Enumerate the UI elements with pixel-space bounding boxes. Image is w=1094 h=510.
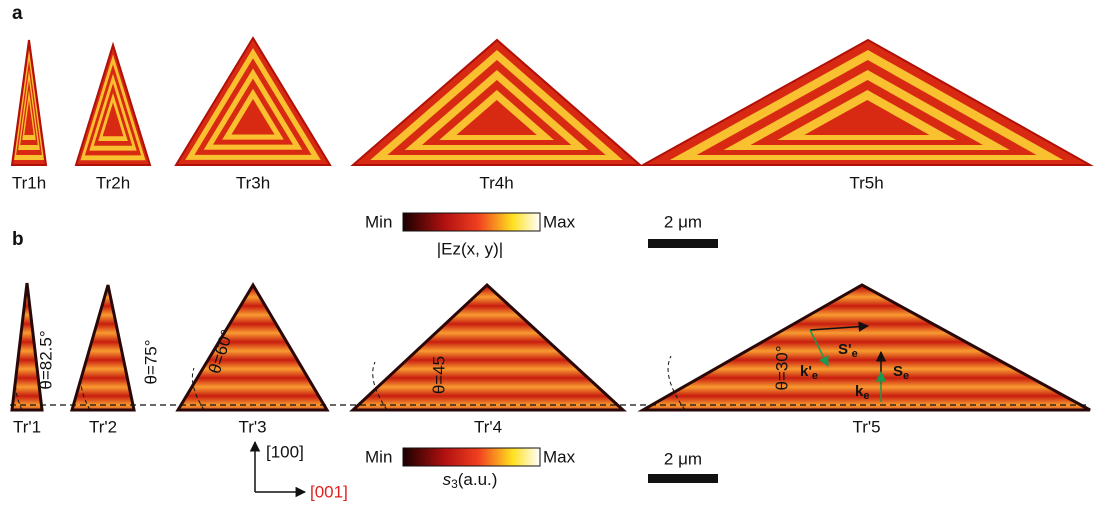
- scale-bar-label: 2 μm: [664, 449, 702, 468]
- colorbar-label: |Ez(x, y)|: [437, 239, 503, 258]
- label-part: S: [893, 363, 903, 380]
- triangle-label: Tr'1: [13, 417, 41, 436]
- triangle-label: Tr'4: [474, 417, 502, 436]
- triangle-label: Tr3h: [236, 173, 270, 192]
- label-part: e: [863, 390, 869, 402]
- colorbar-min: Min: [365, 447, 392, 466]
- panel-label: b: [12, 229, 24, 250]
- colorbar: [403, 448, 540, 466]
- label-part: e: [812, 370, 818, 382]
- colorbar-max: Max: [543, 447, 576, 466]
- label-part: e: [903, 370, 909, 382]
- label-part: e: [852, 348, 858, 360]
- triangle-label: Tr'3: [238, 417, 266, 436]
- sample-triangle: [72, 285, 134, 410]
- label-part: S': [838, 341, 852, 358]
- triangle-label: Tr2h: [96, 173, 130, 192]
- angle-label: θ=75°: [141, 339, 160, 384]
- triangle-label: Tr'5: [852, 417, 880, 436]
- angle-label: θ=30°: [772, 345, 791, 390]
- label-part: (a.u.): [458, 470, 498, 489]
- colorbar: [403, 213, 540, 231]
- label-part: k': [800, 363, 812, 380]
- colorbar-min: Min: [365, 212, 392, 231]
- angle-label: θ=45: [429, 356, 448, 394]
- panel-label: a: [12, 3, 23, 24]
- sample-triangle: [178, 285, 327, 410]
- sample-triangle: [353, 285, 623, 410]
- angle-label: θ=82.5°: [36, 330, 55, 389]
- colorbar-label: s3(a.u.): [443, 470, 498, 491]
- triangle-label: Tr5h: [849, 173, 883, 192]
- triangles: Tr1h Tr2h Tr3h Tr4h Tr5h Tr'1 θ=82.5° Tr'2 θ=75°…: [12, 38, 1090, 436]
- figure: a b Tr1h Tr2h Tr3h Tr4h Tr5h Tr'1 θ=82.5° Tr'2 θ…: [0, 0, 1094, 510]
- triangle-label: Tr1h: [12, 173, 46, 192]
- scale-bar-label: 2 μm: [664, 212, 702, 231]
- triangle-label: Tr'2: [89, 417, 117, 436]
- axis-label: [100]: [266, 442, 304, 461]
- scale-bar: [648, 239, 718, 248]
- colorbar-max: Max: [543, 212, 576, 231]
- triangle-label: Tr4h: [479, 173, 513, 192]
- scale-bar: [648, 474, 718, 483]
- axis-label: [001]: [310, 482, 348, 501]
